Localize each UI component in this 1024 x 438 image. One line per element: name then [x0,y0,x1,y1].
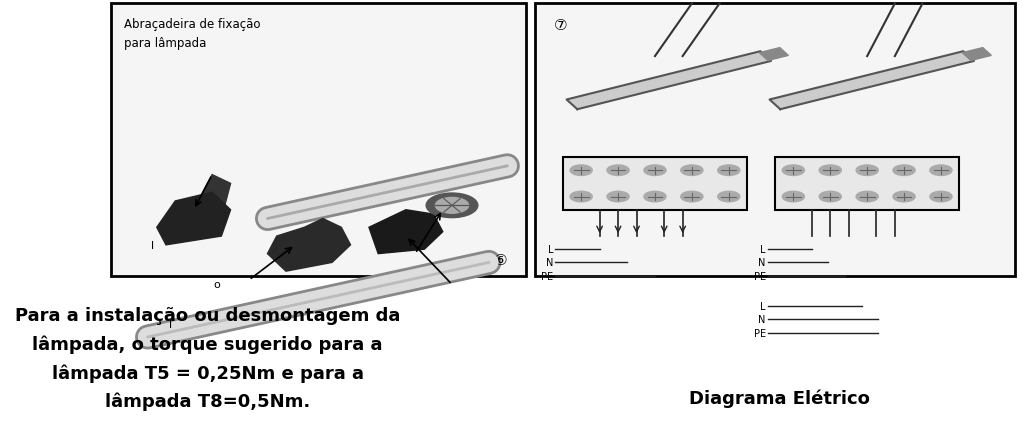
Text: Abraçadeira de fixação: Abraçadeira de fixação [125,18,261,31]
Text: L: L [760,245,766,254]
Text: l: l [169,319,172,329]
Bar [111,4,525,276]
Text: ⑥: ⑥ [494,252,507,267]
Circle shape [644,166,666,176]
Text: PE: PE [754,271,766,281]
Polygon shape [184,175,230,228]
Circle shape [819,166,842,176]
Polygon shape [267,219,350,272]
Circle shape [819,192,842,202]
Text: L: L [760,302,766,311]
Circle shape [782,166,805,176]
Text: o: o [213,280,220,290]
Circle shape [893,192,915,202]
Circle shape [681,166,702,176]
Bar [775,158,959,210]
Circle shape [644,192,666,202]
Circle shape [930,166,952,176]
Circle shape [856,192,879,202]
Polygon shape [157,193,230,245]
Text: Para a instalação ou desmontagem da: Para a instalação ou desmontagem da [14,307,400,325]
Polygon shape [369,210,442,254]
Circle shape [426,194,478,218]
Circle shape [435,198,469,214]
Text: PE: PE [754,328,766,338]
Circle shape [718,166,740,176]
Text: N: N [546,258,554,268]
Text: N: N [759,315,766,325]
Bar [563,158,748,210]
Circle shape [782,192,805,202]
Bar [535,4,1015,276]
Text: Diagrama Elétrico: Diagrama Elétrico [689,389,870,407]
Circle shape [893,166,915,176]
Text: lâmpada, o torque sugerido para a: lâmpada, o torque sugerido para a [33,335,383,353]
Polygon shape [963,49,991,61]
Circle shape [570,192,592,202]
Circle shape [681,192,702,202]
Text: lâmpada T8=0,5Nm.: lâmpada T8=0,5Nm. [104,392,310,410]
Circle shape [718,192,740,202]
Circle shape [856,166,879,176]
Text: L: L [548,245,554,254]
Text: para lâmpada: para lâmpada [125,37,207,50]
Text: N: N [759,258,766,268]
Circle shape [930,192,952,202]
Text: PE: PE [542,271,554,281]
Circle shape [607,192,629,202]
Polygon shape [770,52,974,110]
Text: lâmpada T5 = 0,25Nm e para a: lâmpada T5 = 0,25Nm e para a [51,364,364,382]
Polygon shape [760,49,788,61]
Text: l: l [151,240,154,250]
Circle shape [607,166,629,176]
Polygon shape [566,52,771,110]
Text: ⑦: ⑦ [554,18,567,32]
Circle shape [570,166,592,176]
